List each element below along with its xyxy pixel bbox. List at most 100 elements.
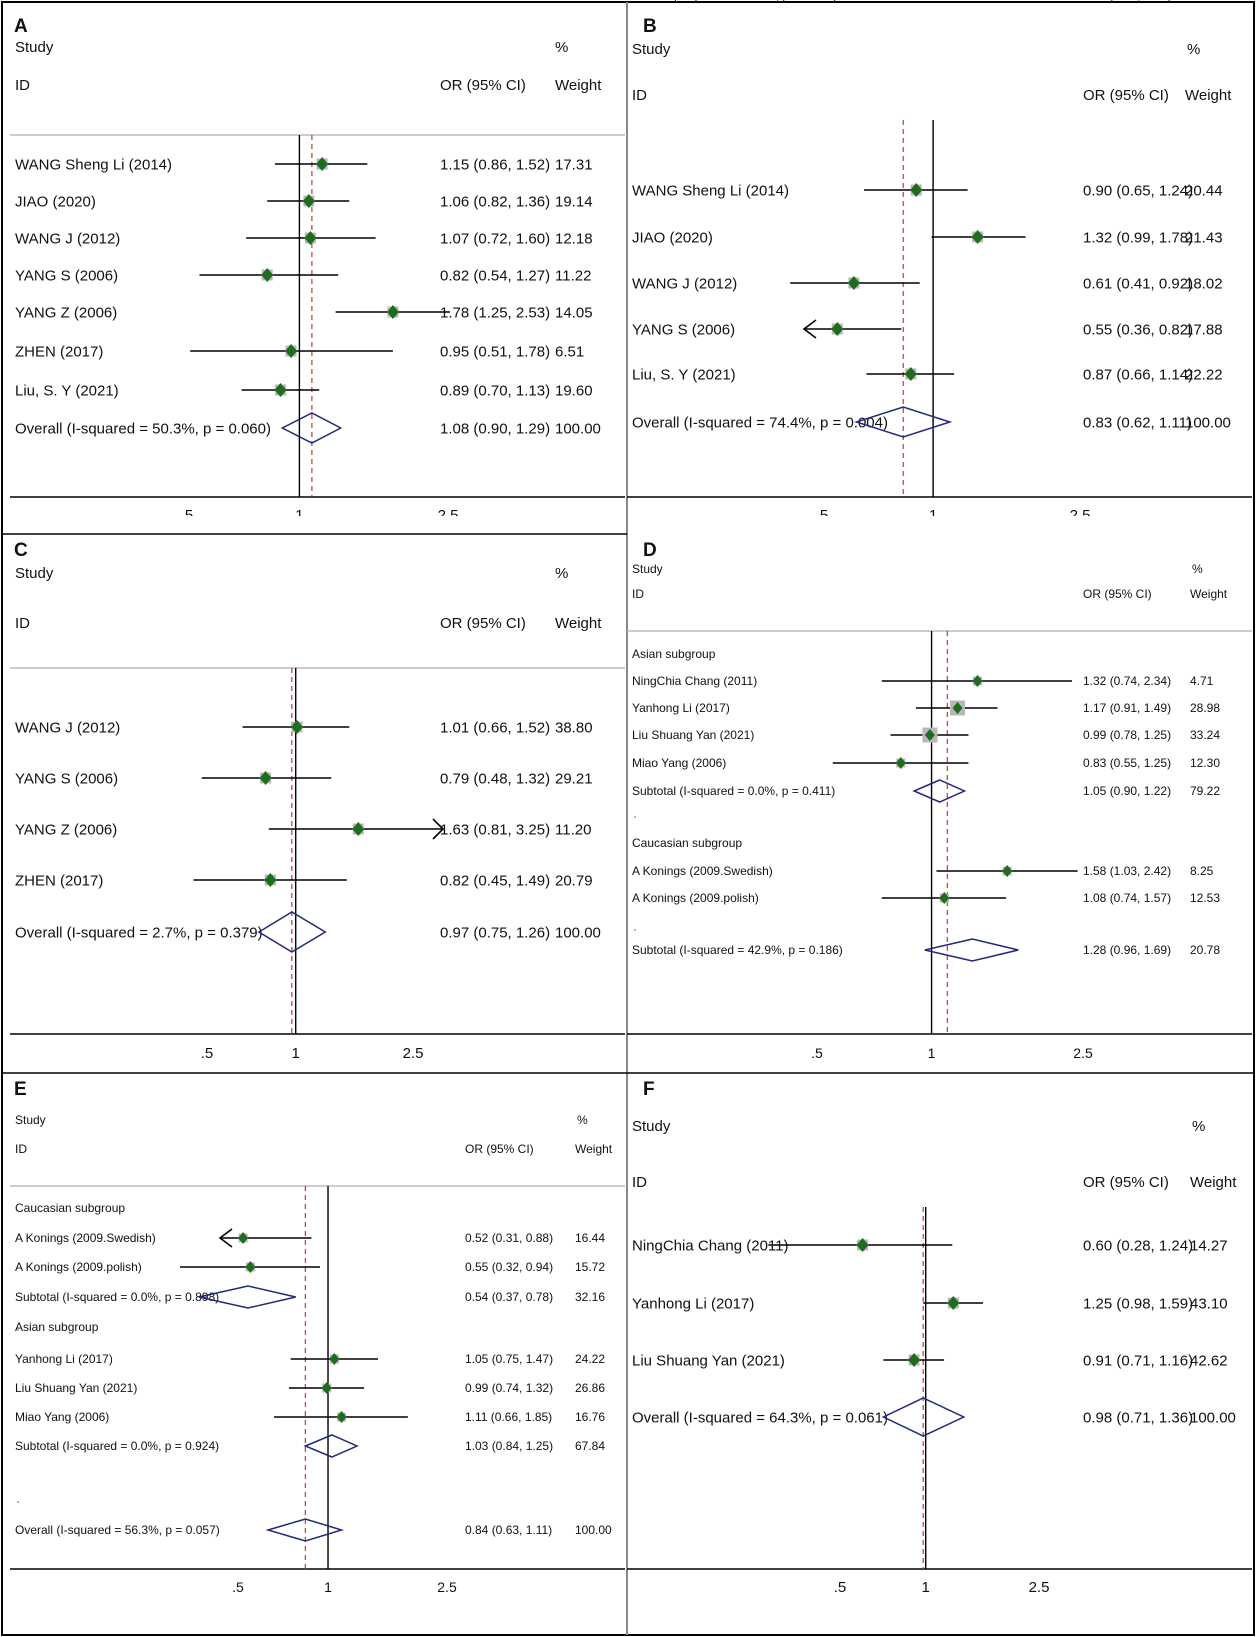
header-weight: Weight <box>1185 87 1232 104</box>
study-label: WANG Sheng Li (2014) <box>632 182 789 199</box>
overall-or-ci-text: 1.10 (0.96, 1.25) <box>1083 0 1171 3</box>
subtotal-label: Subtotal (I-squared = 0.0%, p = 0.898) <box>15 1290 219 1304</box>
header-percent: % <box>1192 562 1203 576</box>
point-estimate <box>831 322 844 336</box>
panel-letter: F <box>643 1079 655 1100</box>
spacer-dot <box>17 1501 19 1503</box>
x-tick-label: .5 <box>811 1045 823 1061</box>
point-estimate <box>264 873 277 887</box>
subtotal-or-ci-text: 1.05 (0.90, 1.22) <box>1083 784 1171 798</box>
header-study: Study <box>632 1118 671 1135</box>
overall-or-ci-text: 0.97 (0.75, 1.26) <box>440 924 550 941</box>
study-or-ci-text: 0.55 (0.36, 0.82) <box>1083 321 1193 338</box>
overall-weight-text: 100.00 <box>555 924 601 941</box>
study-or-ci-text: 0.55 (0.32, 0.94) <box>465 1260 553 1274</box>
study-or-ci-text: 1.78 (1.25, 2.53) <box>440 304 550 321</box>
point-estimate <box>274 383 287 397</box>
subtotal-weight-text: 67.84 <box>575 1439 605 1453</box>
panel-letter: B <box>643 16 657 37</box>
header-weight: Weight <box>555 77 602 94</box>
subtotal-diamond <box>198 1285 296 1309</box>
study-label: YANG Z (2006) <box>15 304 117 321</box>
point-estimate <box>261 268 274 282</box>
study-weight-text: 17.31 <box>555 156 593 173</box>
forest-panel-c: C Study ID OR (95% CI)% Weight .5 1 2.5 WANG J (… <box>10 540 625 1062</box>
study-label: Liu, S. Y (2021) <box>632 366 736 383</box>
study-label: A Konings (2009.polish) <box>15 1260 142 1274</box>
study-or-ci-text: 0.89 (0.70, 1.13) <box>440 382 550 399</box>
point-estimate <box>947 1296 960 1310</box>
overall-or-ci-text: 0.83 (0.62, 1.11) <box>1083 414 1192 431</box>
study-weight-text: 24.22 <box>575 1352 605 1366</box>
subtotal-weight-text: 32.16 <box>575 1290 605 1304</box>
point-estimate <box>302 194 315 208</box>
subtotal-or-ci-text: 1.28 (0.96, 1.69) <box>1083 943 1171 957</box>
header-weight: Weight <box>555 615 602 632</box>
point-estimate <box>238 1232 249 1244</box>
study-label: Yanhong Li (2017) <box>632 1295 754 1312</box>
study-weight-text: 19.14 <box>555 193 593 210</box>
point-estimate <box>352 822 365 836</box>
header-id: ID <box>15 1142 27 1156</box>
x-tick-label: 1 <box>295 507 303 524</box>
study-weight-text: 29.21 <box>555 770 593 787</box>
x-tick-label: .5 <box>816 507 829 524</box>
study-or-ci-text: 0.99 (0.78, 1.25) <box>1083 728 1171 742</box>
study-label: WANG J (2012) <box>632 275 737 292</box>
header-weight: Weight <box>1190 1174 1237 1191</box>
overall-or-ci-text: 1.08 (0.90, 1.29) <box>440 420 550 437</box>
study-weight-text: 16.44 <box>575 1231 605 1245</box>
header-percent: % <box>577 1113 588 1127</box>
study-or-ci-text: 1.01 (0.66, 1.52) <box>440 719 550 736</box>
subtotal-weight-text: 79.22 <box>1190 784 1220 798</box>
panel-letter: D <box>643 540 657 561</box>
subgroup-heading: Caucasian subgroup <box>632 836 742 850</box>
point-estimate <box>971 230 984 244</box>
point-estimate <box>924 729 935 741</box>
overall-or-ci-text: 0.84 (0.63, 1.11) <box>465 1523 552 1537</box>
subgroup-heading: Caucasian subgroup <box>15 1201 125 1215</box>
study-or-ci-text: 0.99 (0.74, 1.32) <box>465 1381 553 1395</box>
panel-letter: C <box>14 540 28 561</box>
header-weight: Weight <box>1190 587 1228 601</box>
study-label: WANG J (2012) <box>15 719 120 736</box>
header-study: Study <box>632 562 663 576</box>
subtotal-weight-text: 20.78 <box>1190 943 1220 957</box>
study-or-ci-text: 1.63 (0.81, 3.25) <box>440 821 550 838</box>
study-weight-text: 12.18 <box>555 230 593 247</box>
point-estimate <box>316 157 329 171</box>
study-or-ci-text: 0.82 (0.54, 1.27) <box>440 267 550 284</box>
x-tick-label: 2.5 <box>403 1045 424 1062</box>
study-label: A Konings (2009.Swedish) <box>632 864 773 878</box>
point-estimate <box>386 305 399 319</box>
study-label: Liu, S. Y (2021) <box>15 382 119 399</box>
ci-arrow-right <box>432 818 445 840</box>
study-weight-text: 8.25 <box>1190 864 1214 878</box>
study-weight-text: 26.86 <box>575 1381 605 1395</box>
study-label: WANG Sheng Li (2014) <box>15 156 172 173</box>
study-label: Yanhong Li (2017) <box>15 1352 113 1366</box>
study-or-ci-text: 0.91 (0.71, 1.16) <box>1083 1352 1193 1369</box>
panel-letter: E <box>14 1079 27 1100</box>
study-weight-text: 21.43 <box>1185 229 1223 246</box>
header-id: ID <box>632 587 644 601</box>
study-weight-text: 12.53 <box>1190 891 1220 905</box>
study-weight-text: 17.88 <box>1185 321 1223 338</box>
header-percent: % <box>555 565 568 582</box>
x-tick-label: 1 <box>929 507 937 524</box>
study-or-ci-text: 1.08 (0.74, 1.57) <box>1083 891 1171 905</box>
study-label: YANG Z (2006) <box>15 821 117 838</box>
header-or-ci: OR (95% CI) <box>465 1142 534 1156</box>
spacer-dot <box>17 1329 19 1331</box>
study-or-ci-text: 0.61 (0.41, 0.92) <box>1083 275 1193 292</box>
study-weight-text: 19.60 <box>555 382 593 399</box>
overall-diamond <box>854 406 953 438</box>
overall-label: Overall (I-squared = 64.3%, p = 0.061) <box>632 1409 888 1426</box>
header-id: ID <box>15 615 30 632</box>
study-weight-text: 22.22 <box>1185 366 1223 383</box>
study-label: Yanhong Li (2017) <box>632 701 730 715</box>
study-or-ci-text: 0.83 (0.55, 1.25) <box>1083 756 1171 770</box>
study-weight-text: 14.05 <box>555 304 593 321</box>
subtotal-diamond <box>303 1434 359 1458</box>
